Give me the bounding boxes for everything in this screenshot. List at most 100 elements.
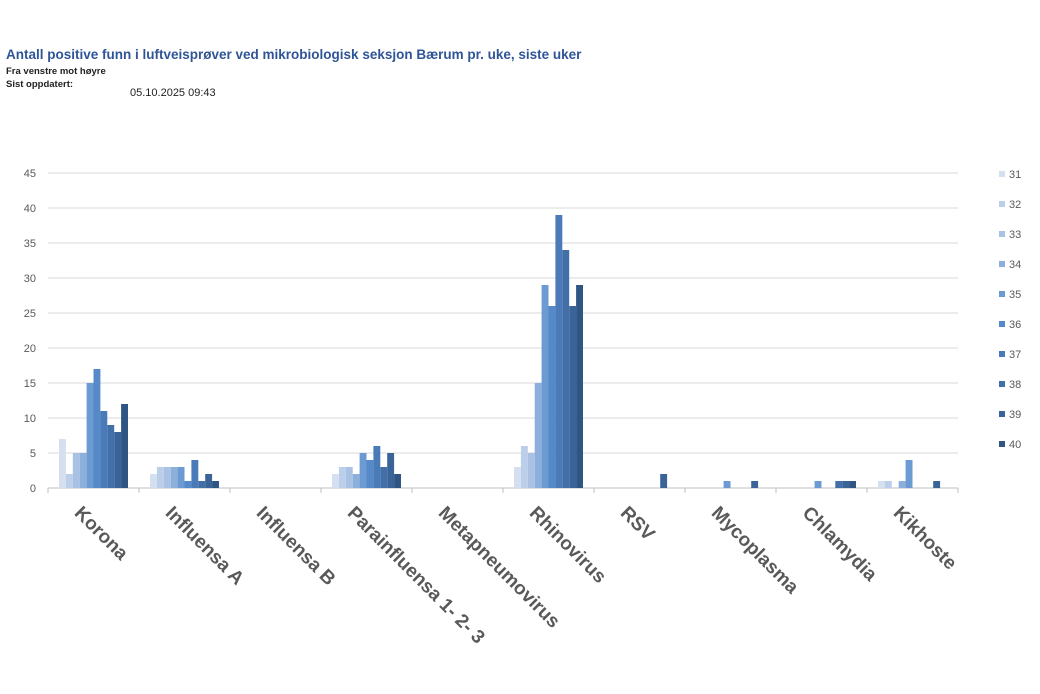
legend-label: 31	[1009, 169, 1021, 181]
bar	[562, 250, 570, 488]
bar	[184, 481, 192, 488]
legend-label: 35	[1009, 289, 1021, 301]
x-category-label: Mycoplasma	[707, 503, 803, 599]
bar	[814, 481, 822, 488]
last-updated-label: Sist oppdatert:	[6, 79, 74, 90]
legend-label: 40	[1009, 439, 1021, 451]
bar	[59, 439, 66, 488]
legend-label: 34	[1009, 259, 1021, 271]
x-category-label: RSV	[616, 503, 659, 546]
bar	[387, 453, 395, 488]
bar	[86, 383, 94, 488]
x-category-label: Korona	[70, 503, 132, 565]
y-tick-label: 20	[24, 343, 36, 355]
bar	[849, 481, 856, 488]
y-tick-label: 30	[24, 273, 36, 285]
bar	[933, 481, 941, 488]
bar	[548, 306, 556, 488]
bar	[170, 467, 178, 488]
bar	[555, 215, 563, 488]
y-tick-label: 35	[24, 238, 36, 250]
bar	[380, 467, 388, 488]
bar	[569, 306, 577, 488]
y-tick-label: 5	[30, 448, 36, 460]
bar	[541, 285, 549, 488]
bar	[660, 474, 668, 488]
bar	[723, 481, 731, 488]
bar	[212, 481, 219, 488]
y-tick-label: 25	[24, 308, 36, 320]
bar	[905, 460, 913, 488]
bar	[191, 460, 199, 488]
bar	[332, 474, 339, 488]
bar	[338, 467, 346, 488]
bar	[150, 474, 157, 488]
bar	[751, 481, 759, 488]
x-axis-labels: Korona Influensa A Influensa B Parainfluens…	[70, 503, 961, 649]
y-tick-label: 10	[24, 413, 36, 425]
last-updated-value: 05.10.2025 09:43	[130, 87, 216, 99]
legend-swatch	[999, 411, 1005, 417]
legend-label: 39	[1009, 409, 1021, 421]
x-category-label: Kikhoste	[889, 503, 961, 575]
legend-label: 36	[1009, 319, 1021, 331]
x-category-label: Influensa A	[161, 503, 248, 590]
grid-lines	[47, 172, 959, 493]
page-title: Antall positive funn i luftveisprøver ve…	[6, 47, 582, 62]
bar	[898, 481, 906, 488]
legend-label: 32	[1009, 199, 1021, 211]
bar	[114, 432, 122, 488]
bar	[394, 474, 401, 488]
legend-swatch	[999, 291, 1005, 297]
y-axis-ticks: 0 5 10 15 20 25 30 35 40 45	[24, 168, 36, 495]
y-tick-label: 0	[30, 483, 36, 495]
bar	[345, 467, 353, 488]
legend-swatch	[999, 441, 1005, 447]
y-tick-label: 15	[24, 378, 36, 390]
bar	[352, 474, 360, 488]
bar	[121, 404, 128, 488]
legend-swatch	[999, 351, 1005, 357]
bar	[534, 383, 542, 488]
bar	[198, 481, 206, 488]
bars	[59, 215, 941, 488]
x-category-label: Chlamydia	[798, 503, 881, 586]
legend: 31 32 33 34 35 36 37 38 39 40	[999, 169, 1021, 451]
legend-label: 38	[1009, 379, 1021, 391]
y-tick-label: 45	[24, 168, 36, 180]
bar	[359, 453, 367, 488]
bar	[366, 460, 374, 488]
subtitle: Fra venstre mot høyre	[6, 66, 106, 77]
bar	[373, 446, 381, 488]
bar	[842, 481, 850, 488]
bar	[93, 369, 101, 488]
bar	[576, 285, 583, 488]
bar	[79, 453, 87, 488]
bar	[163, 467, 171, 488]
bar	[878, 481, 885, 488]
bar	[527, 453, 535, 488]
bar	[72, 453, 80, 488]
legend-swatch	[999, 321, 1005, 327]
legend-label: 37	[1009, 349, 1021, 361]
legend-swatch	[999, 261, 1005, 267]
bar	[514, 467, 521, 488]
legend-swatch	[999, 231, 1005, 237]
bar	[107, 425, 115, 488]
bar	[835, 481, 843, 488]
legend-swatch	[999, 171, 1005, 177]
bar	[65, 474, 73, 488]
legend-swatch	[999, 201, 1005, 207]
legend-swatch	[999, 381, 1005, 387]
bar	[520, 446, 528, 488]
y-tick-label: 40	[24, 203, 36, 215]
x-category-label: Influensa B	[252, 503, 339, 590]
bar	[156, 467, 164, 488]
bar	[177, 467, 185, 488]
bar	[884, 481, 892, 488]
legend-label: 33	[1009, 229, 1021, 241]
bar	[100, 411, 108, 488]
x-category-label: Rhinovirus	[525, 503, 610, 588]
bar	[205, 474, 213, 488]
